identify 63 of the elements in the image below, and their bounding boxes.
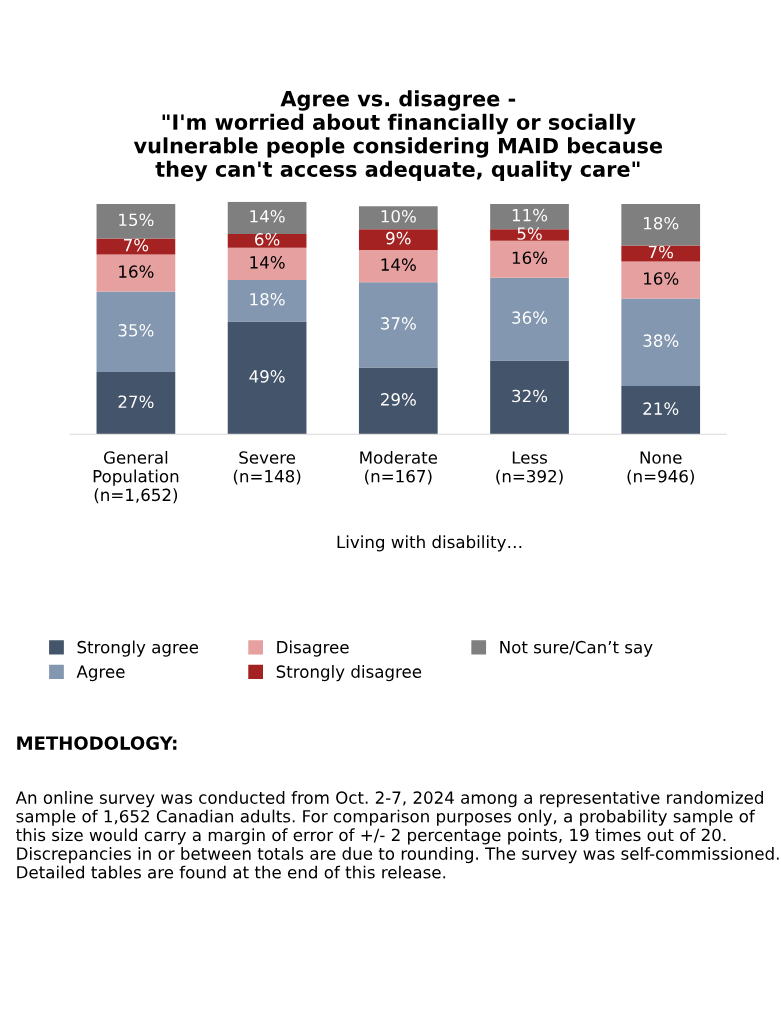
bar <box>227 247 307 280</box>
data-label: 27% <box>118 395 154 409</box>
legend-label: Strongly agree <box>77 640 199 657</box>
bar <box>490 277 569 361</box>
x-tick-label: Moderate (n=167) <box>360 450 438 485</box>
x-tick-label: None (n=946) <box>627 451 694 485</box>
data-label: 18% <box>250 292 285 306</box>
data-label: 10% <box>381 209 416 223</box>
bar <box>490 240 569 278</box>
data-label: 14% <box>250 209 285 223</box>
data-label: 49% <box>249 370 285 383</box>
data-label: 7% <box>648 245 674 259</box>
data-label: 6% <box>255 233 280 246</box>
data-label: 37% <box>381 317 416 330</box>
data-label: 7% <box>124 238 149 252</box>
bar <box>621 245 701 262</box>
data-label: 11% <box>512 208 548 222</box>
bar <box>621 261 701 299</box>
data-label: 16% <box>644 272 679 285</box>
bar <box>227 201 307 234</box>
x-tick-label: Less (n=392) <box>496 451 563 485</box>
bar <box>358 367 438 435</box>
data-label: 36% <box>512 311 548 324</box>
bar <box>227 279 307 322</box>
bar <box>96 203 176 239</box>
bar <box>96 254 176 292</box>
bar <box>227 233 307 248</box>
legend-label: Strongly disagree <box>276 665 422 682</box>
bar <box>621 298 701 386</box>
chart-title: Agree vs. disagree - "I'm worried about financially or socially vulnerable people considering MAID because they can't access adequate, quality care" <box>133 90 663 182</box>
data-label: 5% <box>517 227 542 240</box>
text: An online survey was conducted from Oct. 2-7, 2024 among a representative randomized sample of 1,652 Canadian adults. For comparison purposes only, a probability sample of this size would carry a margin of error of +/- 2 percentage points, 19 times out of 20. Discrepancies in or between totals are due to rounding. The survey was self-commissioned. Detailed tables are found at the end of this release. <box>15 791 779 879</box>
text: METHODOLOGY: <box>17 736 177 750</box>
data-label: 29% <box>381 393 416 406</box>
bar <box>621 385 701 435</box>
bar <box>490 229 569 241</box>
data-label: 15% <box>119 213 154 227</box>
data-label: 16% <box>119 265 154 278</box>
legend-label: Agree <box>76 665 125 682</box>
data-label: 9% <box>386 231 411 245</box>
bar <box>490 360 569 435</box>
bar <box>621 203 701 246</box>
text: Living with disability… <box>337 535 522 552</box>
legend-label: Disagree <box>277 640 349 657</box>
data-label: 14% <box>381 258 416 271</box>
bar <box>96 238 176 255</box>
bar <box>358 229 438 250</box>
data-label: 38% <box>643 334 679 347</box>
data-label: 35% <box>118 324 154 337</box>
data-label: 32% <box>512 389 548 403</box>
bar <box>96 291 176 373</box>
bar <box>358 250 438 283</box>
x-tick-label: General Population (n=1,652) <box>93 450 179 504</box>
data-label: 16% <box>512 251 548 265</box>
data-label: 21% <box>643 402 679 415</box>
bar <box>227 321 307 435</box>
bar <box>358 282 438 368</box>
data-label: 18% <box>644 216 679 230</box>
bar <box>358 206 438 230</box>
x-tick-label: Severe (n=148) <box>233 451 301 485</box>
bar <box>96 372 176 435</box>
data-label: 14% <box>250 256 285 269</box>
legend-label: Not sure/Can’t say <box>500 640 653 657</box>
